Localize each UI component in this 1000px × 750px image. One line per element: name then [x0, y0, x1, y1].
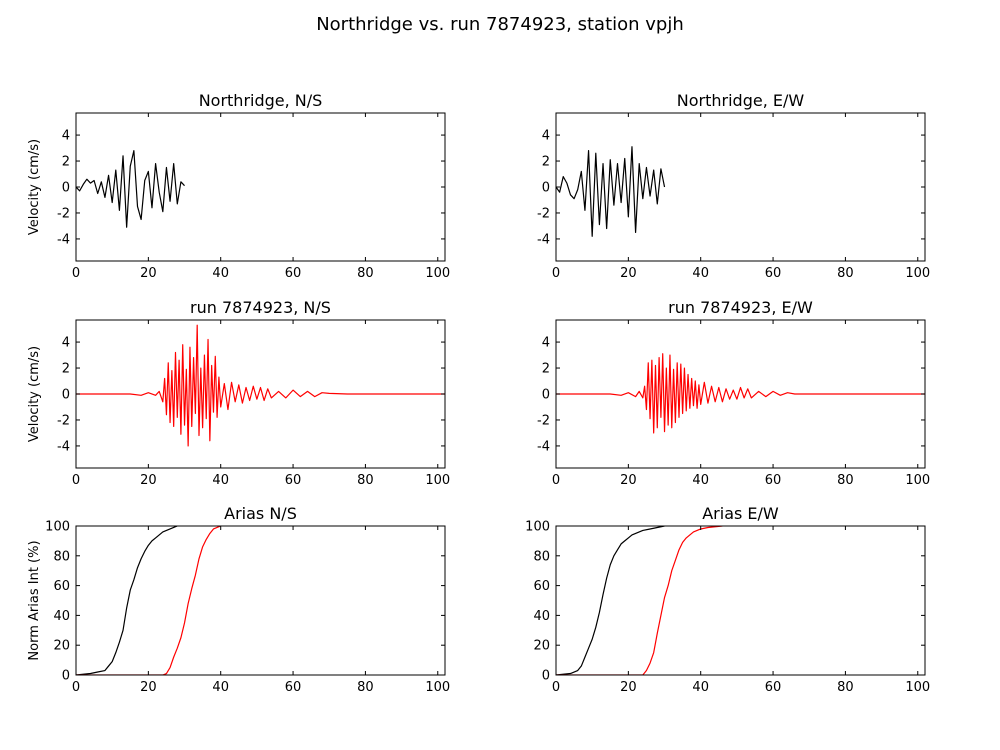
x-tick-label: 100: [425, 266, 450, 281]
series-line-data: [556, 526, 665, 675]
y-axis-label: Velocity (cm/s): [27, 346, 42, 442]
y-tick-label: 0: [62, 669, 70, 684]
y-tick-label: 2: [542, 155, 550, 170]
x-tick-label: 0: [552, 266, 560, 281]
subplot-title: run 7874923, E/W: [668, 298, 813, 317]
subplot-run-ew: 0 20 40 60 80 100 -4 -2 0 2 4 run 7874923, E/W: [537, 298, 930, 488]
x-tick-label: 40: [692, 473, 709, 488]
y-tick-label: 40: [533, 609, 550, 624]
x-tick-label: 20: [620, 680, 637, 695]
y-tick-label: -2: [57, 206, 70, 221]
y-tick-label: -4: [57, 439, 70, 454]
x-tick-label: 80: [837, 680, 854, 695]
subplot-title: Northridge, E/W: [677, 91, 805, 110]
series-line-simulation: [556, 353, 925, 434]
x-tick-label: 40: [212, 266, 229, 281]
x-tick-label: 60: [285, 266, 302, 281]
x-tick-label: 80: [357, 266, 374, 281]
y-tick-label: 100: [45, 520, 70, 535]
subplot-title: Arias N/S: [224, 504, 297, 523]
x-tick-label: 20: [140, 680, 157, 695]
x-tick-label: 40: [212, 680, 229, 695]
y-tick-label: -4: [57, 232, 70, 247]
y-tick-label: 4: [542, 129, 550, 144]
x-tick-label: 60: [765, 680, 782, 695]
y-tick-label: 100: [525, 520, 550, 535]
x-tick-label: 40: [692, 680, 709, 695]
series-line-simulation: [76, 324, 445, 447]
y-tick-label: -2: [57, 413, 70, 428]
y-tick-label: 2: [62, 362, 70, 377]
series-line-data: [76, 150, 185, 228]
axes-frame: [75, 525, 446, 676]
y-tick-label: 0: [542, 181, 550, 196]
x-tick-label: 40: [212, 473, 229, 488]
subplot-nr-ns: 0 20 40 60 80 100 -4 -2 0 2 4 Northridge, N/S Veloci…: [27, 91, 450, 281]
subplot-title: Arias E/W: [702, 504, 779, 523]
subplot-nr-ew: 0 20 40 60 80 100 -4 -2 0 2 4 Northridge, E/W: [537, 91, 930, 281]
x-tick-label: 80: [837, 266, 854, 281]
x-tick-label: 80: [837, 473, 854, 488]
x-tick-label: 0: [72, 680, 80, 695]
x-tick-label: 100: [905, 680, 930, 695]
subplot-arias-ew: 0 20 40 60 80 100 0 20 40 60 80 100 Arias E/W: [525, 504, 930, 695]
x-tick-label: 100: [905, 473, 930, 488]
x-tick-label: 60: [765, 473, 782, 488]
y-axis-label: Velocity (cm/s): [27, 139, 42, 235]
x-tick-label: 60: [765, 266, 782, 281]
x-tick-label: 100: [425, 473, 450, 488]
x-tick-label: 80: [357, 473, 374, 488]
subplot-title: run 7874923, N/S: [190, 298, 331, 317]
subplot-run-ns: 0 20 40 60 80 100 -4 -2 0 2 4 run 7874923, N/S Veloc…: [27, 298, 450, 488]
y-tick-label: 0: [62, 388, 70, 403]
y-tick-label: 80: [53, 549, 70, 564]
series-line-data: [556, 146, 666, 237]
series-line-simulation: [76, 526, 221, 675]
x-tick-label: 80: [357, 680, 374, 695]
x-tick-label: 0: [72, 266, 80, 281]
y-tick-label: 80: [533, 549, 550, 564]
y-tick-label: 20: [533, 639, 550, 654]
x-tick-label: 100: [425, 680, 450, 695]
x-tick-label: 60: [285, 473, 302, 488]
y-tick-label: 2: [62, 155, 70, 170]
x-tick-label: 40: [692, 266, 709, 281]
y-tick-label: 4: [62, 129, 70, 144]
y-tick-label: 2: [542, 362, 550, 377]
x-tick-label: 0: [72, 473, 80, 488]
x-tick-label: 20: [140, 266, 157, 281]
y-tick-label: 0: [542, 669, 550, 684]
y-tick-label: 20: [53, 639, 70, 654]
figure-title: Northridge vs. run 7874923, station vpjh: [316, 14, 684, 35]
x-tick-label: 20: [620, 266, 637, 281]
y-tick-label: 4: [542, 336, 550, 351]
x-tick-label: 0: [552, 680, 560, 695]
x-tick-label: 60: [285, 680, 302, 695]
y-tick-label: 0: [62, 181, 70, 196]
y-tick-label: 0: [542, 388, 550, 403]
y-tick-label: 4: [62, 336, 70, 351]
series-line-data: [76, 526, 178, 675]
y-tick-label: -4: [537, 232, 550, 247]
x-tick-label: 100: [905, 266, 930, 281]
x-tick-label: 20: [140, 473, 157, 488]
subplot-title: Northridge, N/S: [199, 91, 323, 110]
y-tick-label: 40: [53, 609, 70, 624]
y-tick-label: -4: [537, 439, 550, 454]
axes-frame: [555, 525, 926, 676]
y-tick-label: 60: [53, 579, 70, 594]
series-line-simulation: [556, 526, 723, 675]
y-tick-label: 60: [533, 579, 550, 594]
x-tick-label: 20: [620, 473, 637, 488]
x-tick-label: 0: [552, 473, 560, 488]
subplot-arias-ns: 0 20 40 60 80 100 0 20 40 60 80 100 Arias N/S Norm Ar…: [27, 504, 450, 695]
y-axis-label: Norm Arias Int (%): [27, 540, 42, 660]
y-tick-label: -2: [537, 206, 550, 221]
y-tick-label: -2: [537, 413, 550, 428]
